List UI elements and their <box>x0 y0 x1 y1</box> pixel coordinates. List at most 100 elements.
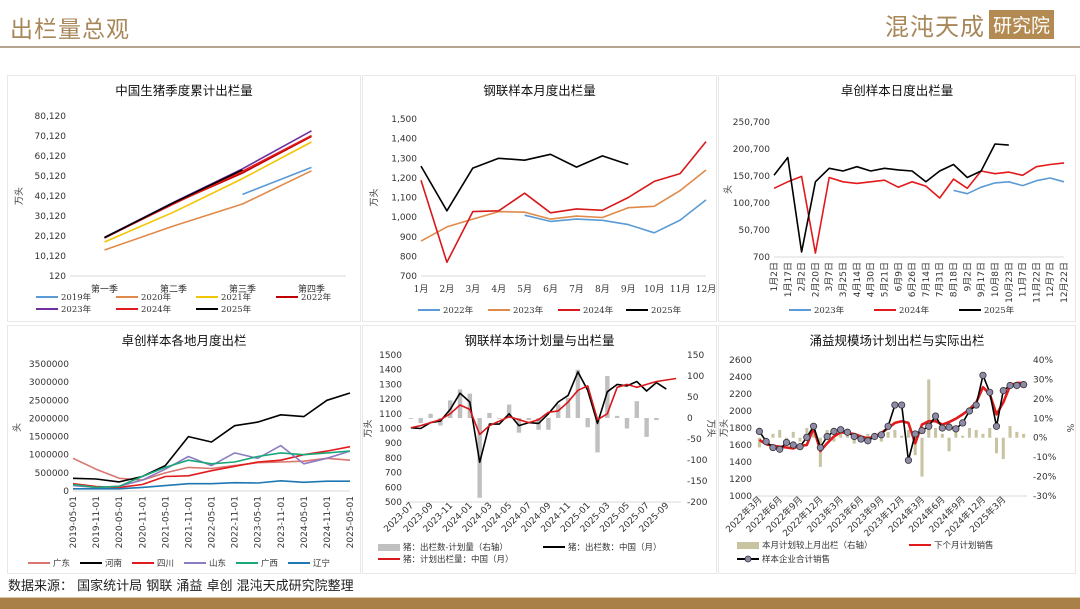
legend-marker <box>744 555 752 563</box>
y-tick-label: 800 <box>385 454 402 464</box>
series-line <box>524 199 707 234</box>
y-tick-label: 1,500 <box>391 115 417 125</box>
bar <box>605 376 610 418</box>
y-tick-label: 60,120 <box>35 152 67 162</box>
legend-label: 本月计划较上月出栏（右轴） <box>762 540 873 551</box>
x-tick-label: 2月 <box>440 284 455 295</box>
bar <box>954 431 958 438</box>
y-tick-label: 1400 <box>729 458 752 468</box>
bar <box>614 415 620 418</box>
y2-tick-label: 0 <box>687 414 693 424</box>
header: 出栏量总观 混沌天成 研究院 <box>0 0 1080 48</box>
series-line <box>773 162 1065 254</box>
y2-tick-label: 0% <box>1033 434 1048 444</box>
bar <box>791 431 795 438</box>
y-tick-label: 20,120 <box>35 232 67 242</box>
series-line <box>758 374 1024 462</box>
data-point <box>776 445 784 453</box>
data-point <box>796 443 804 451</box>
bar <box>879 437 883 442</box>
bar <box>506 404 512 418</box>
bar <box>988 428 992 438</box>
bar <box>927 379 931 438</box>
x-tick-label: 5月21日 <box>879 262 890 297</box>
bar <box>920 437 924 477</box>
x-tick-label: 5月 <box>517 284 532 295</box>
y2-tick-label: 40% <box>1033 356 1053 366</box>
data-point <box>823 432 831 441</box>
legend-label: 猪：出栏数：中国（月） <box>568 542 662 553</box>
chart-svg: 钢联样本月度出栏量 700 800 900 1,000 1,100 1,200 1,300 1,… <box>369 83 716 316</box>
bar <box>947 437 951 452</box>
data-point <box>870 432 879 441</box>
y-tick-label: 1400 <box>379 366 402 376</box>
legend-label: 广西 <box>261 558 278 569</box>
chart-title: 钢联样本场计划量与出栏量 <box>464 333 614 348</box>
x-tick-label: 10月 <box>644 284 664 295</box>
bar <box>575 369 581 418</box>
x-tick-label: 2023-05-01 <box>254 496 264 548</box>
y2-axis-label: 万头 <box>705 419 716 437</box>
data-point <box>931 412 940 420</box>
y-tick-label: 500000 <box>35 469 70 479</box>
series-line <box>72 392 351 483</box>
y-tick-label: 250,700 <box>733 118 770 128</box>
y2-tick-label: -100 <box>687 456 708 466</box>
x-tick-label: 8月18日 <box>949 262 960 297</box>
series-line <box>72 450 351 489</box>
x-tick-label: 1月2日 <box>769 262 780 291</box>
chart-title: 卓创样本各地月度出栏 <box>121 333 246 348</box>
data-point <box>769 443 777 452</box>
bar <box>634 401 640 418</box>
brand-name: 混沌天成 <box>884 12 985 41</box>
y-tick-label: 10,120 <box>35 252 67 262</box>
y-axis-label: 万头 <box>14 187 25 205</box>
bar <box>906 429 910 438</box>
x-tick-label: 8月 <box>595 284 610 295</box>
y-tick-label: 900 <box>400 233 417 243</box>
bar <box>1008 426 1012 438</box>
y-tick-label: 500 <box>385 498 402 508</box>
x-tick-label: 6月 <box>543 284 558 295</box>
chart-panel-zhuochuang-daily: 卓创样本日度出栏量 700 50,700 100,700 150,700 200,700 2… <box>718 75 1076 322</box>
y-tick-label: 70,120 <box>35 132 67 142</box>
data-point <box>837 426 845 434</box>
y-tick-label: 80,120 <box>35 112 67 122</box>
y2-tick-label: -20% <box>1033 473 1057 483</box>
legend-label: 2025年 <box>651 305 682 316</box>
data-point <box>979 371 987 379</box>
x-tick-label: 12月 <box>696 284 716 295</box>
legend-label: 山东 <box>209 558 226 569</box>
bar <box>595 418 600 453</box>
y-tick-label: 700 <box>753 253 770 263</box>
y-tick-label: 1300 <box>379 380 402 390</box>
bar <box>974 429 978 438</box>
x-tick-label: 12月22日 <box>1059 262 1070 303</box>
y-tick-label: 3500000 <box>29 360 69 370</box>
data-point <box>850 432 858 441</box>
data-point <box>755 427 763 436</box>
bar <box>565 397 571 418</box>
y-tick-label: 2600 <box>729 356 752 366</box>
y-tick-label: 1800 <box>729 424 752 434</box>
x-tick-label: 9月17日 <box>976 262 987 297</box>
y2-tick-label: 150 <box>687 351 704 361</box>
x-tick-label: 4月 <box>491 284 506 295</box>
series-line <box>104 141 312 243</box>
y-tick-label: 150,700 <box>733 172 770 182</box>
x-tick-label: 2022-05-01 <box>208 496 218 548</box>
bar <box>778 429 782 438</box>
x-tick-label: 2月2日 <box>797 262 808 291</box>
bar <box>893 429 897 438</box>
data-point <box>898 401 906 409</box>
x-tick-label: 3月 <box>465 284 480 295</box>
bar <box>832 437 836 442</box>
y-tick-label: 2400 <box>729 373 752 383</box>
bar <box>418 418 423 424</box>
chart-panel-mysteel-monthly: 钢联样本月度出栏量 700 800 900 1,000 1,100 1,200 1,300 1,… <box>362 75 717 322</box>
bar <box>961 435 965 438</box>
x-tick-label: 2019-11-01 <box>92 496 102 548</box>
y-tick-label: 2200 <box>729 390 752 400</box>
data-point <box>843 428 852 436</box>
data-point <box>938 424 946 432</box>
